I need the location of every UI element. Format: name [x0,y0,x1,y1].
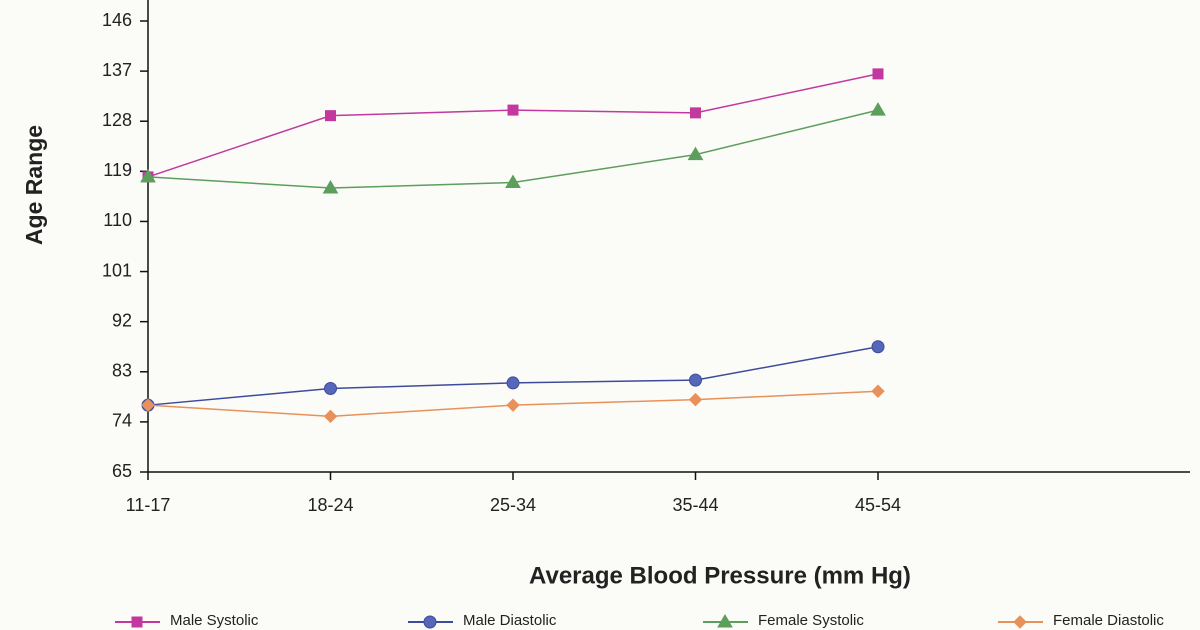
y-tick-label: 146 [102,10,132,30]
data-point [870,102,886,116]
y-tick-label: 83 [112,361,132,381]
data-point [505,174,521,188]
y-tick-label: 65 [112,461,132,481]
data-point [688,392,703,407]
data-point [322,180,339,194]
data-point [141,398,155,412]
x-tick-label: 11-17 [126,495,171,515]
y-tick-label: 74 [112,411,132,431]
legend-marker [131,616,143,628]
data-point [690,107,701,119]
data-point [506,376,520,390]
legend-label: Female Diastolic [1053,612,1164,629]
y-tick-label: 101 [102,260,132,280]
x-axis-title: Average Blood Pressure (mm Hg) [529,562,911,589]
data-point [872,68,884,80]
data-point [687,146,704,161]
data-point [323,409,338,424]
data-point [324,381,337,395]
data-point [871,384,885,398]
x-tick-label: 45-54 [855,495,901,515]
x-tick-label: 35-44 [672,495,718,515]
legend-marker [717,614,733,628]
data-point [689,373,702,387]
legend-label: Male Systolic [170,612,259,629]
legend-marker [423,615,437,629]
data-point [871,340,885,354]
y-tick-label: 110 [103,210,132,230]
y-tick-label: 92 [112,310,132,330]
legend-label: Male Diastolic [463,612,557,629]
data-point [507,104,519,116]
y-axis-title: Age Range [21,125,47,245]
x-tick-label: 25-34 [490,495,536,515]
x-tick-label: 18-24 [307,495,353,515]
data-point [325,110,336,122]
data-point [140,168,156,183]
y-tick-label: 137 [102,60,132,80]
legend-label: Female Systolic [758,612,864,629]
y-tick-label: 128 [102,110,132,130]
data-point [506,398,520,412]
y-tick-label: 119 [103,160,132,180]
legend-marker [1013,615,1027,629]
